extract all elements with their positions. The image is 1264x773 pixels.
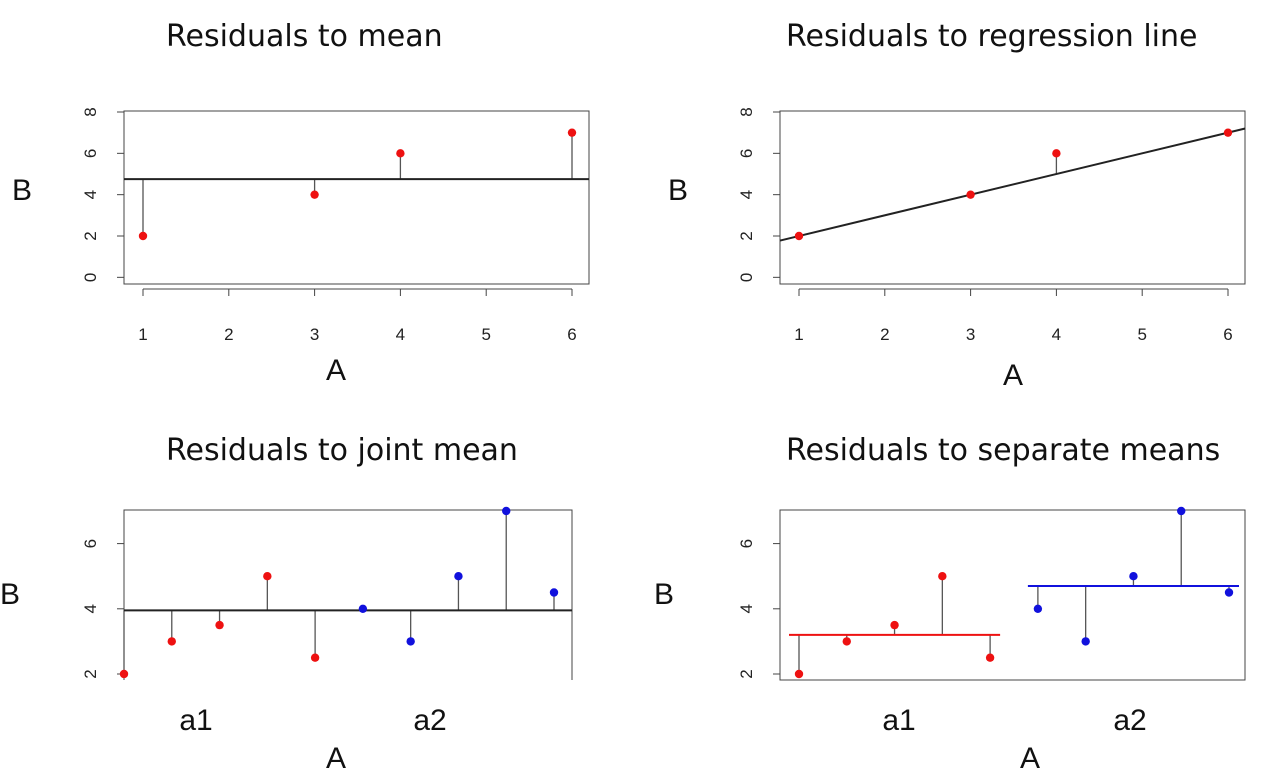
data-point (310, 653, 320, 662)
data-point (454, 572, 463, 581)
data-point (138, 231, 148, 241)
y-tick-label: 0 (81, 273, 100, 282)
x-axis-label: A (1003, 359, 1023, 392)
category-label: a2 (1113, 704, 1146, 737)
chart-title: Residuals to regression line (786, 19, 1197, 54)
x-tick-label: 4 (1052, 325, 1061, 344)
category-label: a1 (179, 704, 212, 737)
data-point (263, 572, 272, 581)
data-point (1177, 506, 1186, 516)
x-tick-label: 5 (1137, 325, 1146, 344)
chart-title: Residuals to joint mean (166, 433, 518, 468)
data-point (1223, 128, 1233, 137)
category-label: a1 (882, 704, 915, 737)
plot-frame (779, 509, 1246, 681)
y-tick-label: 6 (81, 149, 100, 158)
y-tick-label: 8 (81, 107, 100, 116)
x-tick-label: 6 (1223, 325, 1232, 344)
data-point (966, 190, 975, 199)
data-point (406, 637, 415, 646)
y-tick-label: 4 (737, 604, 756, 613)
y-axis-label: B (654, 578, 674, 611)
plot-frame (779, 110, 1246, 285)
data-point (794, 669, 804, 679)
x-tick-label: 1 (794, 325, 803, 344)
data-point (938, 572, 947, 581)
plot-frame (123, 110, 590, 285)
y-tick-label: 6 (737, 149, 756, 158)
x-axis-label: A (326, 354, 346, 387)
x-axis-label: A (326, 742, 346, 773)
x-axis-label: A (1020, 742, 1040, 773)
y-tick-label: 4 (737, 190, 756, 199)
x-tick-label: 6 (567, 325, 576, 344)
y-tick-label: 2 (737, 669, 756, 678)
data-point (1224, 588, 1234, 597)
chart-title: Residuals to separate means (786, 433, 1220, 468)
y-tick-label: 2 (81, 669, 100, 678)
y-tick-label: 6 (737, 539, 756, 548)
data-point (842, 637, 851, 646)
x-tick-label: 5 (481, 325, 490, 344)
y-tick-label: 0 (737, 273, 756, 282)
chart-panel-2: Residuals to regression line 0 2 4 6 8 1 2 3 4 5 6 B… (668, 19, 1246, 392)
plot-frame (123, 509, 573, 680)
data-point (215, 620, 224, 630)
chart-panel-1: Residuals to mean 0 2 4 6 8 1 2 3 4 5 6 B A (12, 19, 590, 387)
data-point (890, 620, 899, 630)
y-axis-label: B (668, 174, 688, 207)
x-tick-label: 2 (224, 325, 233, 344)
data-point (549, 588, 559, 597)
data-point (567, 128, 577, 137)
y-axis-label: B (0, 578, 20, 611)
x-tick-label: 3 (966, 325, 975, 344)
y-tick-label: 4 (81, 190, 100, 199)
y-axis-label: B (12, 174, 32, 207)
data-point (167, 637, 176, 646)
data-point (310, 190, 319, 199)
data-point (1052, 149, 1061, 158)
data-point (985, 653, 995, 662)
y-tick-label: 6 (81, 539, 100, 548)
data-point (1129, 572, 1138, 581)
data-point (1081, 637, 1090, 646)
y-tick-label: 8 (737, 107, 756, 116)
y-tick-label: 2 (81, 231, 100, 240)
x-tick-label: 3 (310, 325, 319, 344)
y-tick-label: 4 (81, 604, 100, 613)
x-tick-label: 1 (138, 325, 147, 344)
category-label: a2 (413, 704, 446, 737)
chart-panel-4: Residuals to separate means 2 4 6 a1 a2 B A (654, 433, 1246, 773)
x-tick-label: 4 (396, 325, 405, 344)
data-point (396, 149, 405, 158)
data-point (1033, 604, 1043, 613)
data-point (358, 604, 368, 613)
data-point (502, 506, 511, 516)
regression-line (779, 127, 1246, 242)
chart-panel-3: Residuals to joint mean 2 4 6 a1 a2 B A (0, 433, 573, 773)
chart-title: Residuals to mean (166, 19, 443, 54)
data-point (794, 231, 804, 241)
data-point (119, 669, 129, 679)
y-tick-label: 2 (737, 231, 756, 240)
x-tick-label: 2 (880, 325, 889, 344)
